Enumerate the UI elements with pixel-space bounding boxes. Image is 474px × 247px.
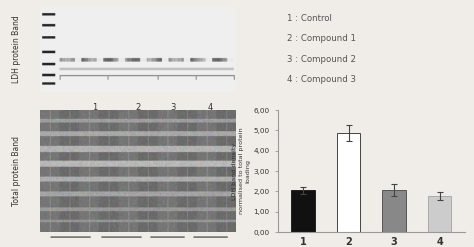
- Text: 1: 1: [92, 103, 98, 111]
- Text: 1 : Control: 1 : Control: [287, 14, 332, 23]
- Text: 4 : Compound 3: 4 : Compound 3: [287, 75, 356, 84]
- Bar: [292, 190, 315, 232]
- Text: LDH protein Band: LDH protein Band: [12, 16, 21, 83]
- Text: 4: 4: [208, 103, 213, 111]
- Bar: [382, 190, 406, 232]
- Text: 3 : Compound 2: 3 : Compound 2: [287, 55, 356, 63]
- Text: 3: 3: [171, 103, 176, 111]
- Y-axis label: LDH band density
normalised to total protein
loading: LDH band density normalised to total pro…: [232, 128, 251, 214]
- Bar: [337, 133, 360, 232]
- Text: Total protein Band: Total protein Band: [12, 136, 21, 206]
- Text: 2: 2: [136, 103, 141, 111]
- Text: 2 : Compound 1: 2 : Compound 1: [287, 34, 356, 43]
- Bar: [428, 196, 451, 232]
